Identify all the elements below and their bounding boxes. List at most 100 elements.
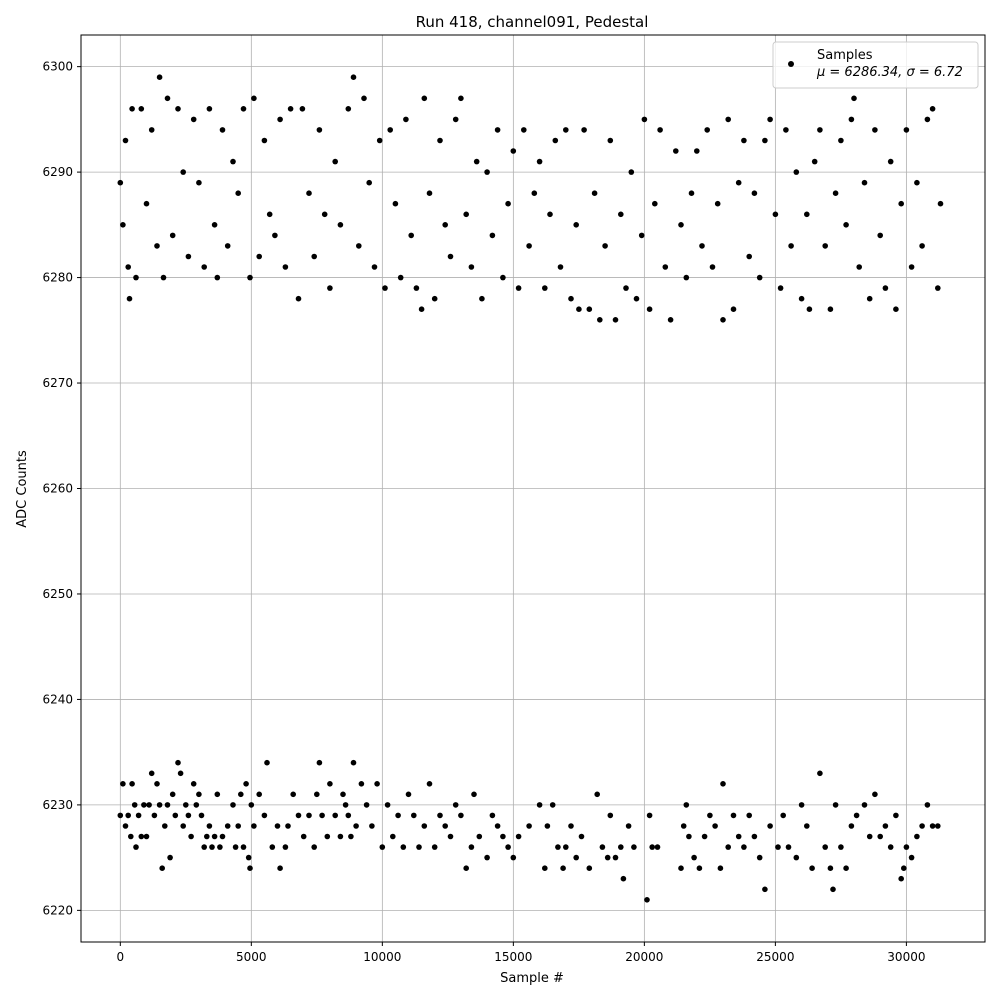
data-point [929,823,936,829]
data-point [735,179,742,186]
data-point [256,791,263,798]
data-point [337,222,344,228]
data-point [678,222,684,228]
data-point [544,823,551,829]
data-point [612,854,619,861]
data-point [576,306,582,313]
data-point [172,812,179,819]
data-point [418,306,425,313]
data-point [141,802,147,808]
data-point [337,833,344,840]
data-point [314,791,320,798]
data-point [696,865,703,871]
data-point [641,116,648,123]
data-point [206,106,213,112]
data-point [183,802,189,808]
data-point [353,823,359,829]
data-point [366,179,373,186]
data-point [416,844,422,850]
x-tick-label: 25000 [756,950,794,964]
data-point [311,844,318,850]
data-point [667,317,674,323]
data-point [557,264,564,270]
data-point [586,865,593,871]
data-point [235,190,241,196]
data-point [877,833,883,840]
data-point [701,833,708,840]
data-point [783,127,789,133]
data-point [240,106,247,112]
data-point [169,791,176,798]
data-point [316,759,323,766]
data-point [536,158,543,165]
data-point [623,285,629,291]
legend-marker-icon [788,61,794,67]
data-point [201,264,207,270]
data-point [376,137,383,144]
data-point [806,306,813,313]
data-point [319,812,325,819]
data-point [316,127,323,133]
y-tick-label: 6270 [42,376,73,390]
data-point [798,295,805,302]
data-point [887,158,894,165]
data-point [256,253,263,260]
data-point [384,802,391,808]
data-point [935,823,941,829]
data-point [148,127,155,133]
data-point [817,770,823,777]
data-point [361,95,367,102]
data-point [232,844,239,850]
data-point [536,802,543,808]
data-point [133,274,139,281]
data-point [169,232,176,239]
data-point [411,812,417,819]
data-point [827,865,834,871]
data-point [196,179,202,186]
data-point [861,802,868,808]
data-point [563,844,569,850]
data-point [431,844,438,850]
data-point [382,285,388,291]
data-point [243,781,249,787]
data-point [264,759,270,766]
data-point [122,137,129,144]
data-point [919,823,925,829]
data-point [500,833,506,840]
data-point [117,179,124,186]
data-point [230,158,236,165]
data-point [924,116,931,123]
data-point [290,791,297,798]
data-point [159,865,165,871]
data-point [581,127,587,133]
data-point [442,222,449,228]
data-point [489,812,496,819]
data-point [180,169,186,175]
data-point [903,844,910,850]
data-point [342,802,349,808]
data-point [148,770,155,777]
data-point [607,812,614,819]
data-point [830,886,836,893]
data-point [853,812,860,819]
data-point [476,833,483,840]
data-point [131,802,138,808]
data-point [804,823,810,829]
y-tick-label: 6300 [42,60,73,74]
data-point [217,844,223,850]
data-point [526,243,532,249]
y-axis-label: ADC Counts [15,450,30,528]
data-point [494,823,501,829]
data-point [612,317,619,323]
data-point [356,243,362,249]
data-point [832,190,839,196]
axis-ticks: 0 5000 10000 15000 20000 25000 30000 6220 6230 62… [42,60,925,964]
data-point [725,844,731,850]
data-point [620,875,627,882]
data-point [856,264,862,270]
data-point [594,791,600,798]
data-point [122,823,129,829]
data-point [426,781,433,787]
data-point [248,802,255,808]
data-point [908,264,915,270]
